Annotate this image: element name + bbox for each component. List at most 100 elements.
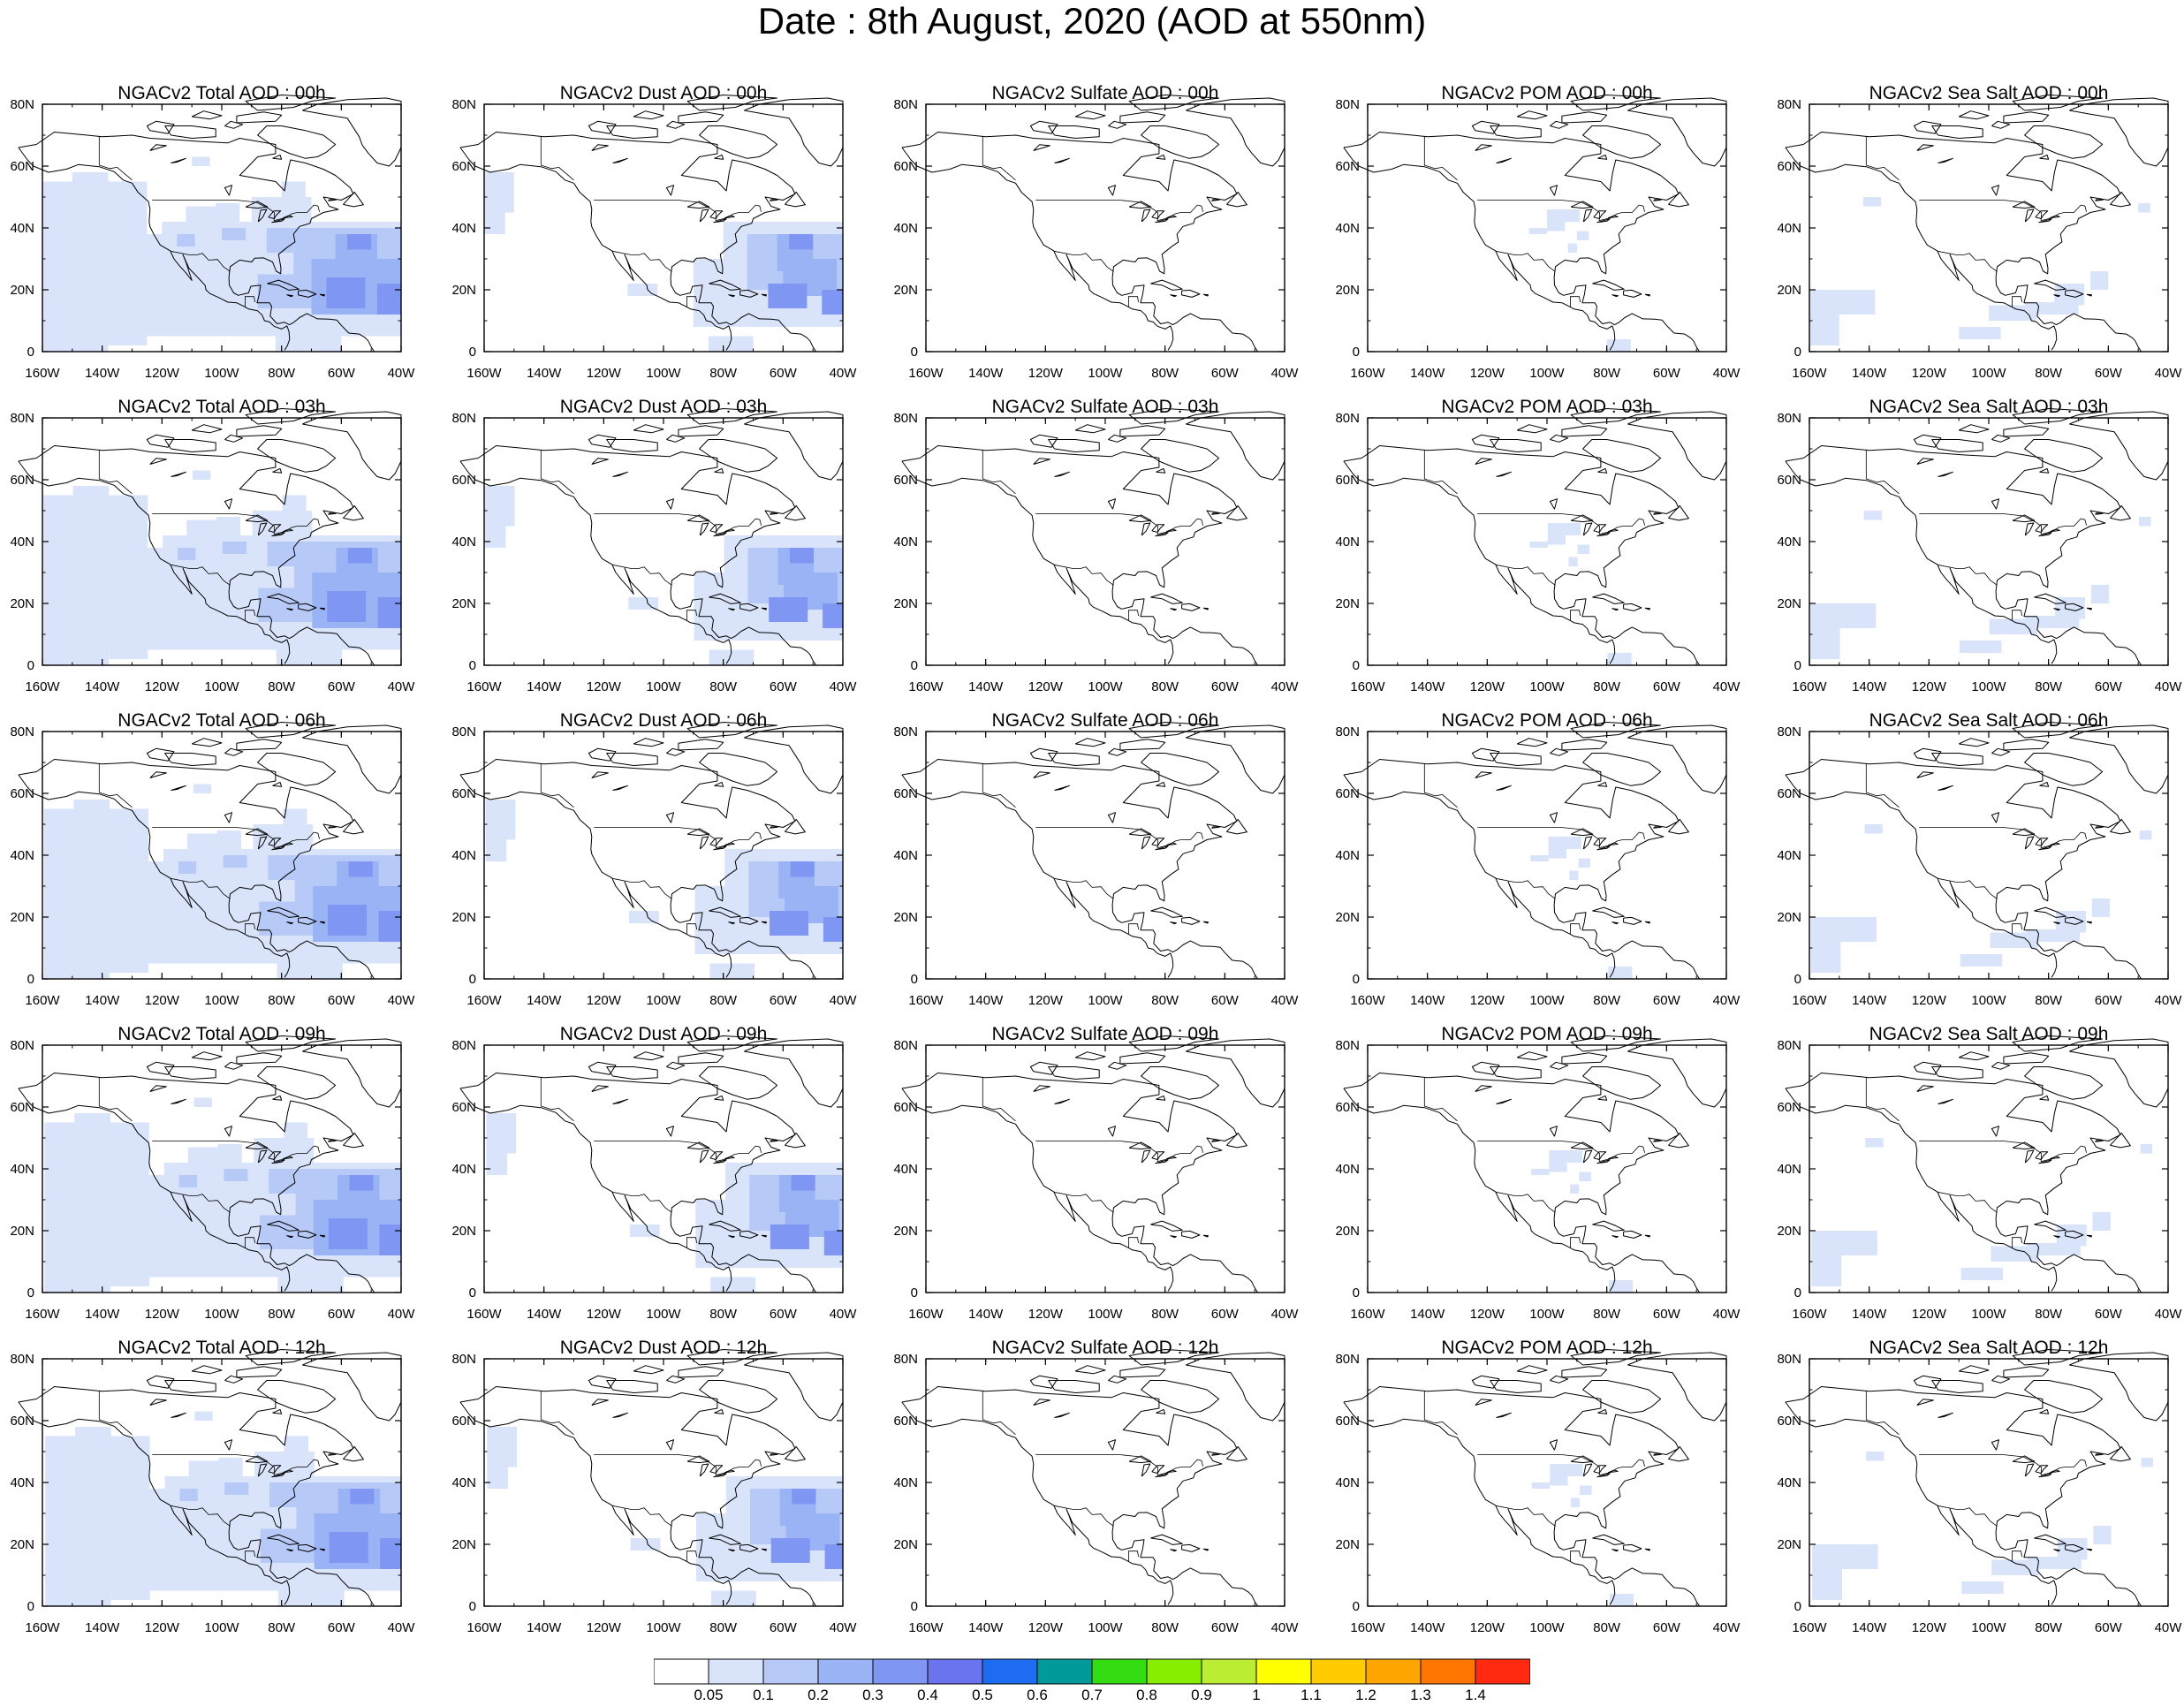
- lon-tick-label: 80W: [1593, 679, 1621, 694]
- national-border: [1127, 296, 1139, 307]
- island-outline: [2012, 1035, 2104, 1052]
- lake-outline: [1607, 1469, 1619, 1474]
- island-outline: [1181, 1230, 1201, 1239]
- lon-tick-label: 120W: [1028, 1307, 1064, 1322]
- lon-tick-label: 80W: [709, 993, 738, 1008]
- aod-cell: [224, 1482, 249, 1495]
- island-outline: [2012, 95, 2104, 111]
- island-outline: [1119, 1052, 1166, 1065]
- lon-tick-label: 100W: [1529, 1620, 1565, 1635]
- lake-outline: [1165, 528, 1177, 533]
- aod-cell: [1809, 628, 1840, 659]
- lake-outline: [1607, 1156, 1619, 1160]
- map-canvas: 0 20N 40N 60N 80N 160W 140W 120W 100W 80W 60W 40W: [1335, 95, 1740, 381]
- aod-cell: [193, 784, 212, 793]
- lat-tick-label: 40N: [893, 1162, 918, 1177]
- lat-tick-label: 60N: [10, 786, 34, 801]
- lon-tick-label: 40W: [830, 993, 858, 1008]
- lon-tick-label: 160W: [1792, 993, 1827, 1008]
- national-border: [1054, 877, 1114, 899]
- island-outline: [739, 1543, 759, 1552]
- map-panel: NGACv2 Total AOD : 06h 0 20N 40N 60N 80N 160W 1…: [10, 710, 415, 1014]
- island-outline: [1048, 1066, 1100, 1080]
- lat-tick-label: 20N: [10, 596, 34, 611]
- colorbar-box: [1146, 1658, 1202, 1685]
- lon-tick-label: 120W: [587, 366, 622, 381]
- lake-outline: [245, 1141, 269, 1150]
- atlantic-coastline: [1343, 445, 1701, 666]
- island-outline: [2095, 512, 2104, 515]
- colorbar-label: 1: [1252, 1687, 1261, 1703]
- lake-outline: [686, 514, 710, 523]
- aod-shading: [42, 470, 402, 665]
- island-outline: [666, 120, 686, 129]
- lon-tick-label: 40W: [1271, 679, 1300, 694]
- island-outline: [1991, 747, 2011, 756]
- national-border: [2011, 296, 2022, 307]
- lake-outline: [1496, 157, 1512, 163]
- island-outline: [770, 199, 778, 201]
- island-outline: [606, 753, 658, 766]
- island-outline: [686, 1349, 778, 1366]
- lake-outline: [1938, 157, 1953, 163]
- national-border: [98, 450, 133, 495]
- aod-cell: [110, 1590, 150, 1600]
- lat-tick-label: 80N: [10, 1038, 34, 1053]
- island-outline: [1516, 424, 1548, 434]
- national-border: [1496, 877, 1556, 899]
- island-outline: [1490, 753, 1542, 766]
- colorbar-box: [1475, 1658, 1530, 1685]
- coastlines: [901, 408, 1285, 666]
- national-border: [1423, 136, 1458, 181]
- lon-tick-label: 40W: [388, 679, 416, 694]
- national-border: [1919, 513, 2087, 535]
- lon-tick-label: 120W: [1028, 366, 1064, 381]
- national-border: [1496, 1191, 1556, 1213]
- aod-cell: [193, 1097, 212, 1107]
- national-border: [152, 200, 320, 222]
- island-outline: [1048, 1380, 1100, 1393]
- lon-tick-label: 100W: [1529, 1307, 1565, 1322]
- island-outline: [224, 434, 244, 443]
- lake-outline: [2049, 842, 2060, 846]
- lon-tick-label: 40W: [2155, 1307, 2183, 1322]
- island-outline: [1156, 1095, 1166, 1101]
- aod-cell: [1580, 1485, 1592, 1495]
- aod-cell: [700, 610, 736, 622]
- island-outline: [1181, 916, 1201, 925]
- pacific-coastline: [18, 460, 291, 664]
- lat-tick-label: 60N: [1335, 159, 1360, 174]
- greenland-coastline: [302, 724, 402, 794]
- lake-outline: [1141, 209, 1151, 223]
- island-outline: [1623, 916, 1642, 925]
- lake-outline: [2024, 209, 2035, 223]
- island-outline: [267, 593, 300, 604]
- island-outline: [2065, 1230, 2084, 1239]
- map-panel: NGACv2 Total AOD : 03h 0 20N 40N 60N 80N 160W 1…: [10, 397, 415, 701]
- lon-tick-label: 140W: [527, 1620, 562, 1635]
- map-canvas: 0 20N 40N 60N 80N 160W 140W 120W 100W 80W 60W 40W: [893, 1035, 1299, 1322]
- pacific-coastline: [18, 1088, 291, 1292]
- lake-outline: [1151, 1465, 1165, 1474]
- island-outline: [2053, 608, 2060, 611]
- island-outline: [1108, 434, 1127, 443]
- coastlines: [1343, 722, 1727, 980]
- island-outline: [343, 504, 364, 521]
- island-outline: [2110, 191, 2131, 208]
- aod-shading: [1809, 197, 2150, 345]
- national-border: [540, 450, 574, 495]
- island-outline: [2065, 916, 2084, 925]
- coastlines: [1785, 1035, 2169, 1293]
- lake-outline: [224, 498, 232, 510]
- island-outline: [257, 753, 337, 786]
- national-border: [1035, 1454, 1203, 1476]
- aod-cell: [348, 861, 373, 877]
- lake-outline: [2024, 836, 2035, 850]
- lat-tick-label: 80N: [893, 411, 918, 426]
- lon-tick-label: 60W: [2095, 366, 2123, 381]
- lon-tick-label: 140W: [1410, 993, 1445, 1008]
- aod-cell: [110, 1277, 149, 1286]
- lon-tick-label: 80W: [268, 1620, 296, 1635]
- lat-tick-label: 20N: [1777, 596, 1801, 611]
